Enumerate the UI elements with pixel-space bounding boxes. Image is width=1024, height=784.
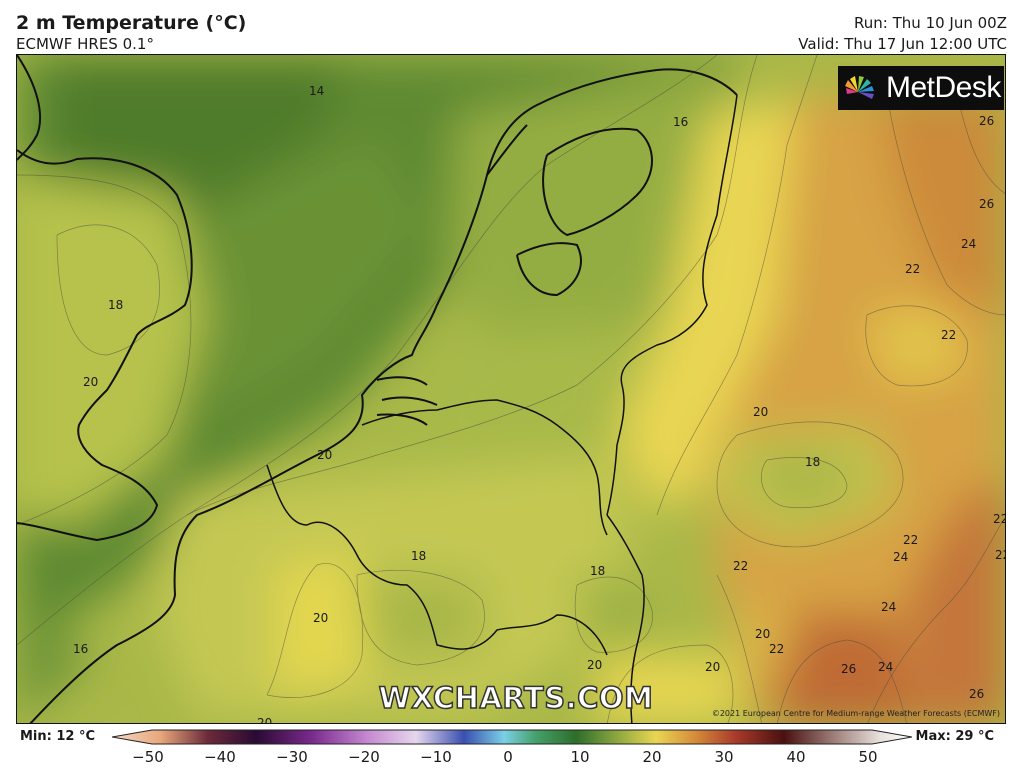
contour-label: 22	[733, 559, 748, 573]
contour-label: 14	[309, 84, 324, 98]
colorbar-tick: −50	[132, 748, 164, 766]
temperature-field	[17, 55, 1005, 723]
map-canvas: 14 16 18 20 18 18 18 20 16 20 20 18 22 2…	[17, 55, 1006, 724]
coastlines	[17, 55, 738, 723]
contour-label: 20	[705, 660, 720, 674]
contour-label: 20	[257, 716, 272, 724]
contour-label: 22	[903, 533, 918, 547]
colorbar-tick: 30	[714, 748, 734, 766]
contour-label: 20	[313, 611, 328, 625]
contour-label: 24	[878, 660, 893, 674]
contour-label: 18	[805, 455, 820, 469]
model-label: ECMWF HRES 0.1°	[16, 35, 154, 53]
contour-label: 22	[769, 642, 784, 656]
max-temperature: Max: 29 °C	[915, 729, 994, 744]
contour-label: 20	[587, 658, 602, 672]
contour-label: 16	[673, 115, 688, 129]
colorbar-tick: −10	[420, 748, 452, 766]
contour-label: 18	[108, 298, 123, 312]
metdesk-logo: MetDesk	[838, 66, 1004, 110]
contour-label: 22	[941, 328, 956, 342]
contour-label: 26	[969, 687, 984, 701]
colorbar-tick: 50	[858, 748, 878, 766]
contour-label: 24	[961, 237, 976, 251]
contour-label: 20	[753, 405, 768, 419]
contour-label: 16	[73, 642, 88, 656]
sunburst-icon	[845, 76, 874, 99]
contour-label: 18	[590, 564, 605, 578]
colorbar-tick: 10	[570, 748, 590, 766]
country-borders	[266, 94, 738, 723]
contour-label: 24	[893, 550, 908, 564]
min-temperature: Min: 12 °C	[20, 729, 96, 744]
contour-label: 20	[755, 627, 770, 641]
contour-label: 22	[905, 262, 920, 276]
copyright-notice: ©2021 European Centre for Medium-range W…	[711, 709, 1000, 718]
contour-label: 18	[411, 549, 426, 563]
contour-label: 20	[317, 448, 332, 462]
contour-label: 20	[83, 375, 98, 389]
contour-label: 22	[993, 512, 1006, 526]
isotherm-lines	[17, 55, 1005, 723]
colorbar-tick: −30	[276, 748, 308, 766]
chart-title: 2 m Temperature (°C)	[16, 12, 247, 34]
colorbar-tick: 0	[503, 748, 513, 766]
temperature-map[interactable]: 14 16 18 20 18 18 18 20 16 20 20 18 22 2…	[16, 54, 1006, 724]
contour-label: 24	[881, 600, 896, 614]
contour-label: 22	[995, 548, 1006, 562]
contour-label: 26	[841, 662, 856, 676]
watermark: WXCHARTS.COM	[378, 680, 654, 716]
contour-label: 26	[979, 114, 994, 128]
colorbar-tick: 40	[786, 748, 806, 766]
colorbar-ticks: −50 −40 −30 −20 −10 0 10 20 30 40 50	[0, 748, 1024, 768]
colorbar-tick: −40	[204, 748, 236, 766]
run-time: Run: Thu 10 Jun 00Z	[854, 14, 1007, 32]
valid-time: Valid: Thu 17 Jun 12:00 UTC	[798, 35, 1007, 53]
contour-labels: 14 16 18 20 18 18 18 20 16 20 20 18 22 2…	[73, 84, 1006, 724]
contour-label: 26	[979, 197, 994, 211]
colorbar	[112, 729, 912, 745]
logo-text: MetDesk	[886, 71, 1001, 104]
colorbar-tick: 20	[642, 748, 662, 766]
colorbar-tick: −20	[348, 748, 380, 766]
